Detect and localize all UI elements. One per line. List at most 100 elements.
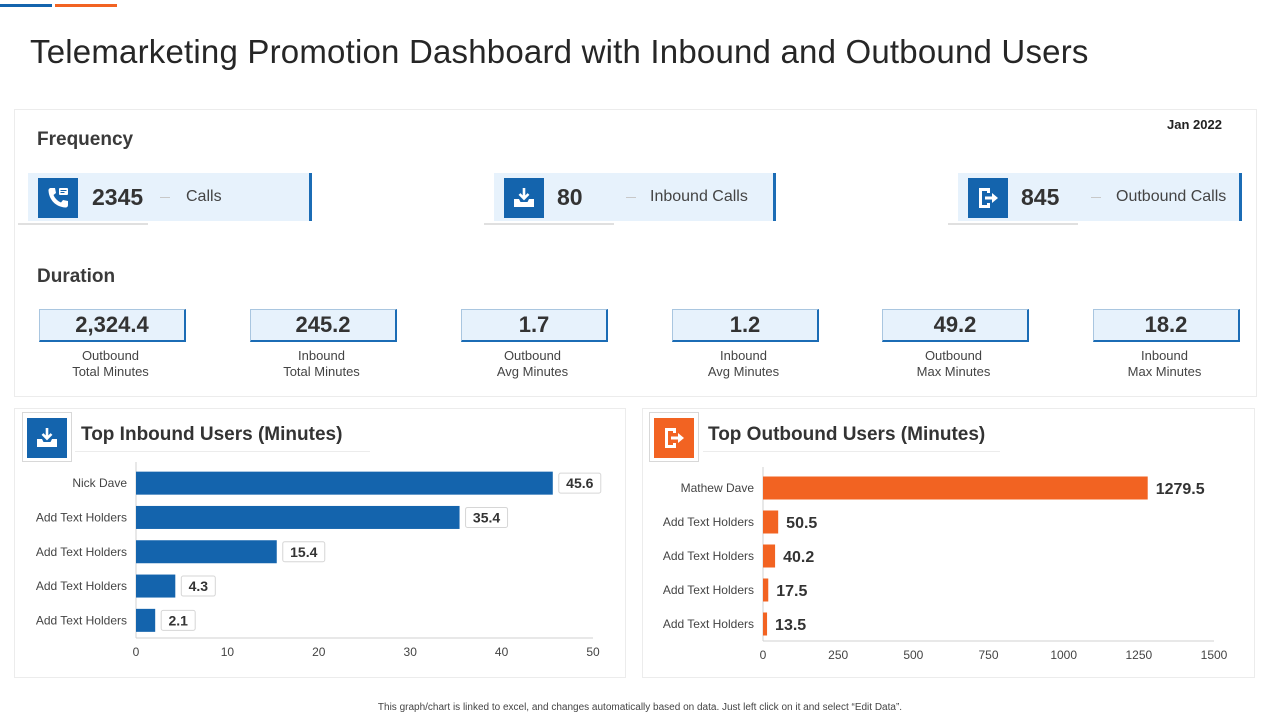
x-tick-label: 0 [760, 648, 767, 662]
accent-bar-orange [55, 4, 117, 7]
calls-value: 2345 [92, 184, 144, 210]
outbound-chart-title: Top Outbound Users (Minutes) [708, 424, 986, 445]
data-label-box [160, 609, 196, 631]
data-label: 40.2 [783, 549, 814, 566]
metric-label-line: Outbound [81, 348, 140, 363]
bar [763, 578, 769, 602]
inbound-total-minutes-value: 245.2 [250, 309, 397, 342]
data-label: 13.5 [775, 617, 806, 634]
bar [136, 540, 277, 564]
date-label: Jan 2022 [1167, 117, 1222, 132]
data-label: 15.4 [290, 544, 317, 560]
category-label: Nick Dave [72, 476, 127, 490]
category-label: Add Text Holders [36, 545, 127, 559]
calls-label: Calls [186, 188, 222, 205]
outbound-calls-label: Outbound Calls [1116, 188, 1227, 205]
export-icon [654, 418, 694, 458]
category-label: Add Text Holders [36, 510, 127, 524]
inbound-chart-title: Top Inbound Users (Minutes) [81, 424, 343, 445]
data-label: 45.6 [566, 475, 593, 491]
calls-card: 2345 Calls [18, 173, 312, 225]
category-label: Add Text Holders [36, 613, 127, 627]
x-tick-label: 750 [978, 648, 998, 662]
outbound-calls-value: 845 [1021, 184, 1060, 210]
icon-frame [649, 412, 699, 462]
card-outline [484, 223, 614, 225]
data-label-box [558, 472, 602, 494]
category-label: Add Text Holders [663, 583, 754, 597]
x-tick-label: 30 [404, 645, 418, 659]
inbound-avg-minutes-value: 1.2 [672, 309, 819, 342]
bar [763, 510, 779, 534]
data-label: 17.5 [776, 583, 807, 600]
card-outline [948, 223, 1078, 225]
bar [136, 505, 460, 529]
title-underline [703, 451, 1000, 452]
page-title: Telemarketing Promotion Dashboard with I… [30, 33, 1089, 70]
bar [136, 471, 553, 495]
outbound-max-minutes-value: 49.2 [882, 309, 1029, 342]
x-tick-label: 20 [312, 645, 326, 659]
metric-label-line: Total Minutes [72, 364, 149, 379]
x-tick-label: 500 [903, 648, 923, 662]
metric-label-line: Avg Minutes [707, 364, 780, 379]
inbound-avg-minutes-label: Inbound Avg Minutes [670, 348, 817, 380]
metric-label-line: Inbound [298, 348, 345, 363]
frequency-heading: Frequency [37, 129, 134, 150]
bar [136, 574, 176, 598]
outbound-users-chart: 0 250 500 750 1000 1250 1500 Mathew Dave 1279.5 A… [663, 467, 1228, 662]
x-tick-label: 1500 [1201, 648, 1228, 662]
x-tick-label: 0 [133, 645, 140, 659]
card-outline [18, 223, 148, 225]
bar [136, 608, 156, 632]
x-tick-label: 40 [495, 645, 509, 659]
metric-label-line: Outbound [924, 348, 983, 363]
bar [763, 612, 768, 636]
inbound-max-minutes-label: Inbound Max Minutes [1091, 348, 1238, 380]
x-tick-label: 50 [586, 645, 600, 659]
category-label: Add Text Holders [663, 515, 754, 529]
x-tick-label: 1250 [1125, 648, 1152, 662]
icon-frame [22, 412, 72, 462]
data-label-box [282, 541, 326, 563]
inbound-calls-value: 80 [557, 184, 583, 210]
bar [763, 476, 1148, 500]
outbound-total-minutes-label: Outbound Total Minutes [37, 348, 184, 380]
footer-note: This graph/chart is linked to excel, and… [377, 702, 903, 713]
separator [1091, 197, 1101, 198]
inbound-calls-label: Inbound Calls [650, 188, 748, 205]
metric-label-line: Avg Minutes [496, 364, 569, 379]
separator [160, 197, 170, 198]
title-underline [75, 451, 370, 452]
x-tick-label: 1000 [1050, 648, 1077, 662]
category-label: Add Text Holders [663, 617, 754, 631]
data-label: 50.5 [786, 515, 817, 532]
category-label: Mathew Dave [681, 481, 755, 495]
metric-label-line: Max Minutes [1127, 364, 1202, 379]
metric-label-line: Max Minutes [916, 364, 991, 379]
inbound-users-chart: 0 10 20 30 40 50 Nick Dave 45.6 Add Text Holders… [36, 462, 602, 659]
inbound-max-minutes-value: 18.2 [1093, 309, 1240, 342]
export-icon [968, 178, 1008, 218]
data-label-box [180, 575, 216, 597]
outbound-avg-minutes-value: 1.7 [461, 309, 608, 342]
data-label: 4.3 [189, 578, 209, 594]
data-label: 1279.5 [1156, 481, 1205, 498]
inbound-calls-card: 80 Inbound Calls [484, 173, 776, 225]
x-tick-label: 10 [221, 645, 235, 659]
category-label: Add Text Holders [663, 549, 754, 563]
metric-label-line: Inbound [1141, 348, 1188, 363]
metric-label-line: Total Minutes [283, 364, 360, 379]
outbound-total-minutes-value: 2,324.4 [39, 309, 186, 342]
phone-icon [38, 178, 78, 218]
data-label: 35.4 [473, 509, 500, 525]
summary-panel [14, 109, 1257, 397]
duration-heading: Duration [37, 266, 116, 287]
outbound-max-minutes-label: Outbound Max Minutes [880, 348, 1027, 380]
data-label: 2.1 [168, 612, 188, 628]
x-tick-label: 250 [828, 648, 848, 662]
metric-label-line: Outbound [503, 348, 562, 363]
metric-label-line: Inbound [720, 348, 767, 363]
category-label: Add Text Holders [36, 579, 127, 593]
bar [763, 544, 776, 568]
